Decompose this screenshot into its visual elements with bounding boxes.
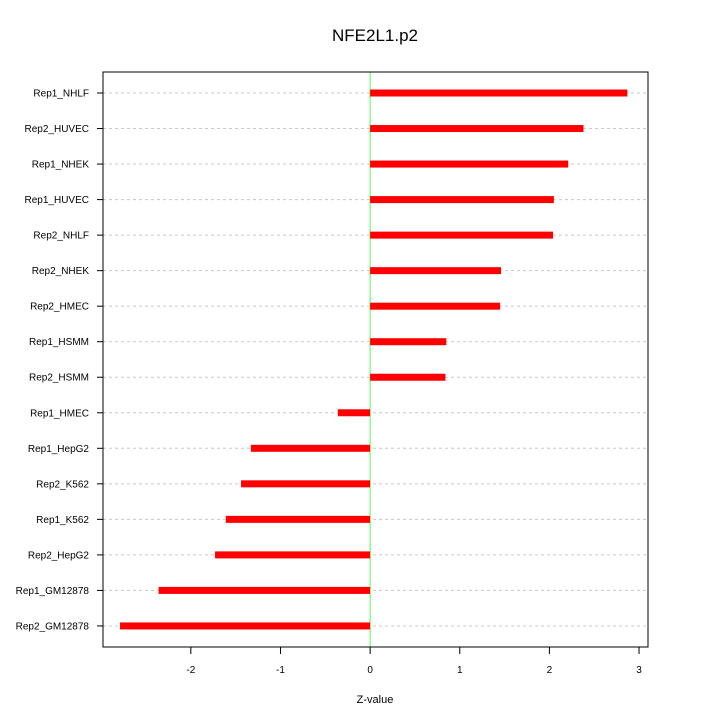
bar-rep1-gm12878 [158, 586, 371, 594]
x-tick-label: 1 [457, 665, 463, 676]
y-tick-label: Rep1_NHLF [33, 89, 89, 100]
y-tick-label: Rep2_NHEK [32, 266, 90, 277]
bar-rep1-k562 [225, 515, 371, 523]
bar-rep2-hsmm [370, 373, 446, 381]
x-tick-label: 3 [636, 665, 642, 676]
bar-rep2-hepg2 [215, 551, 371, 559]
bar-rep2-gm12878 [120, 622, 371, 630]
y-tick-label: Rep1_NHEK [32, 160, 90, 171]
y-tick-label: Rep2_GM12878 [16, 621, 90, 632]
y-tick-label: Rep2_K562 [36, 479, 89, 490]
y-tick-label: Rep2_HSMM [29, 373, 89, 384]
bar-layer [120, 89, 628, 630]
y-tick-label: Rep1_HUVEC [25, 195, 89, 206]
plot-frame [102, 71, 649, 648]
bar-rep1-nhek [370, 160, 569, 168]
y-tick-label: Rep2_NHLF [33, 231, 89, 242]
y-tick-label: Rep2_HMEC [30, 302, 89, 313]
y-tick-labels: Rep1_NHLF Rep2_HUVEC Rep1_NHEK Rep1_HUVEC Re… [16, 89, 103, 632]
bar-rep2-k562 [241, 480, 371, 488]
y-tick-label: Rep1_GM12878 [16, 586, 90, 597]
bar-rep2-huvec [370, 125, 584, 133]
bar-rep2-nhlf [370, 231, 553, 239]
bar-rep2-nhek [370, 267, 501, 275]
grid-layer [103, 92, 648, 627]
x-tick-label: -2 [186, 665, 195, 676]
bar-rep1-nhlf [370, 89, 628, 97]
x-axis: -2 -1 0 1 2 3 [186, 647, 642, 676]
bar-rep1-hmec [337, 409, 371, 417]
x-tick-label: 0 [367, 665, 373, 676]
y-tick-label: Rep1_HepG2 [28, 444, 90, 455]
y-tick-label: Rep1_K562 [36, 515, 89, 526]
bar-rep1-hsmm [370, 338, 447, 346]
y-tick-label: Rep2_HepG2 [28, 550, 90, 561]
x-axis-label: Z-value [357, 694, 394, 706]
x-tick-label: 2 [547, 665, 553, 676]
chart-title: NFE2L1.p2 [332, 26, 418, 45]
y-tick-label: Rep2_HUVEC [25, 124, 89, 135]
bar-rep1-huvec [370, 196, 554, 204]
y-tick-label: Rep1_HMEC [30, 408, 89, 419]
y-tick-label: Rep1_HSMM [29, 337, 89, 348]
bar-rep2-hmec [370, 302, 501, 310]
bar-rep1-hepg2 [250, 444, 371, 452]
x-tick-label: -1 [276, 665, 285, 676]
